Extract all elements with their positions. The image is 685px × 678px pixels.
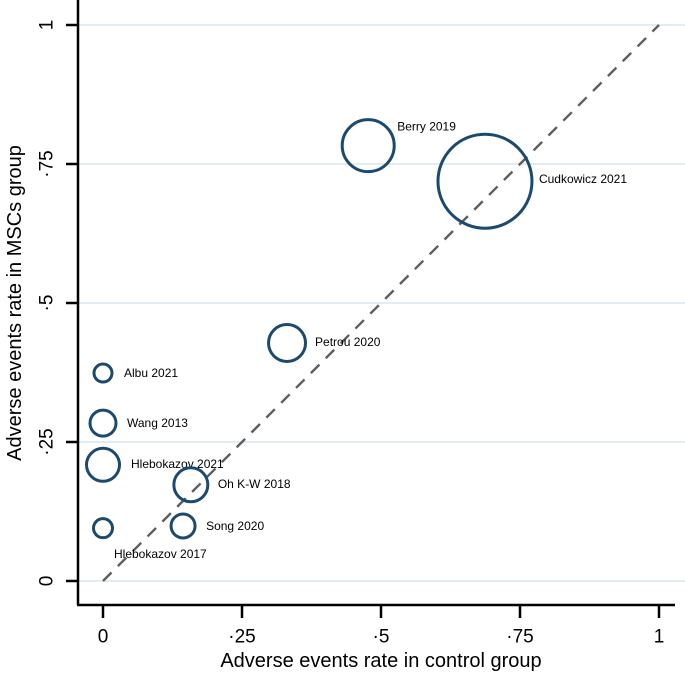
gridlines-layer — [79, 24, 685, 582]
data-points-layer: Albu 2021 Wang 2013 Hlebokazov 2021 Hleboka… — [85, 118, 627, 561]
bubble-wang-2013 — [88, 408, 118, 438]
y-tick-label-·5: ·5 — [37, 295, 58, 312]
bubble-label-song-2020: Song 2020 — [206, 519, 264, 533]
bubble-label-wang-2013: Wang 2013 — [127, 416, 188, 430]
bubble-label-petrou-2020: Petrou 2020 — [315, 335, 381, 349]
x-tick-label-1: 1 — [654, 627, 665, 648]
y-tick-label-0: 0 — [37, 576, 58, 587]
y-tick-label-·25: ·25 — [37, 428, 58, 455]
bubble-label-albu-2021: Albu 2021 — [124, 366, 178, 380]
bubble-berry-2019 — [340, 118, 396, 174]
bubble-label-hlebokazov-2021: Hlebokazov 2021 — [131, 457, 224, 471]
bubble-hlebokazov-2021 — [85, 446, 121, 483]
bubble-albu-2021 — [92, 362, 114, 384]
bubble-song-2020 — [169, 512, 197, 540]
y-tick-label-·75: ·75 — [37, 150, 58, 177]
bubble-label-oh-k-w-2018: Oh K-W 2018 — [218, 477, 291, 491]
bubble-label-berry-2019: Berry 2019 — [397, 120, 456, 134]
bubble-oh-k-w-2018 — [172, 466, 210, 504]
bubble-cudkowicz-2021 — [436, 132, 534, 230]
bubble-label-hlebokazov-2017: Hlebokazov 2017 — [114, 547, 207, 561]
y-tick-label-1: 1 — [37, 20, 58, 31]
ticks-layer: 0 ·25 ·5 ·75 1 0 ·25 ·5 ·75 1 — [37, 20, 665, 648]
bubble-label-cudkowicz-2021: Cudkowicz 2021 — [539, 172, 627, 186]
x-tick-label-0: 0 — [98, 627, 109, 648]
x-tick-label-·25: ·25 — [228, 627, 255, 648]
x-tick-label-·5: ·5 — [373, 627, 390, 648]
identity-dashed-line — [102, 24, 660, 582]
bubble-hlebokazov-2017 — [92, 517, 114, 540]
y-axis-title: Adverse events rate in MSCs group — [4, 145, 26, 461]
bubble-petrou-2020 — [267, 323, 308, 364]
identity-line-layer — [102, 24, 660, 582]
x-tick-label-·75: ·75 — [506, 627, 533, 648]
x-axis-title: Adverse events rate in control group — [220, 650, 541, 672]
